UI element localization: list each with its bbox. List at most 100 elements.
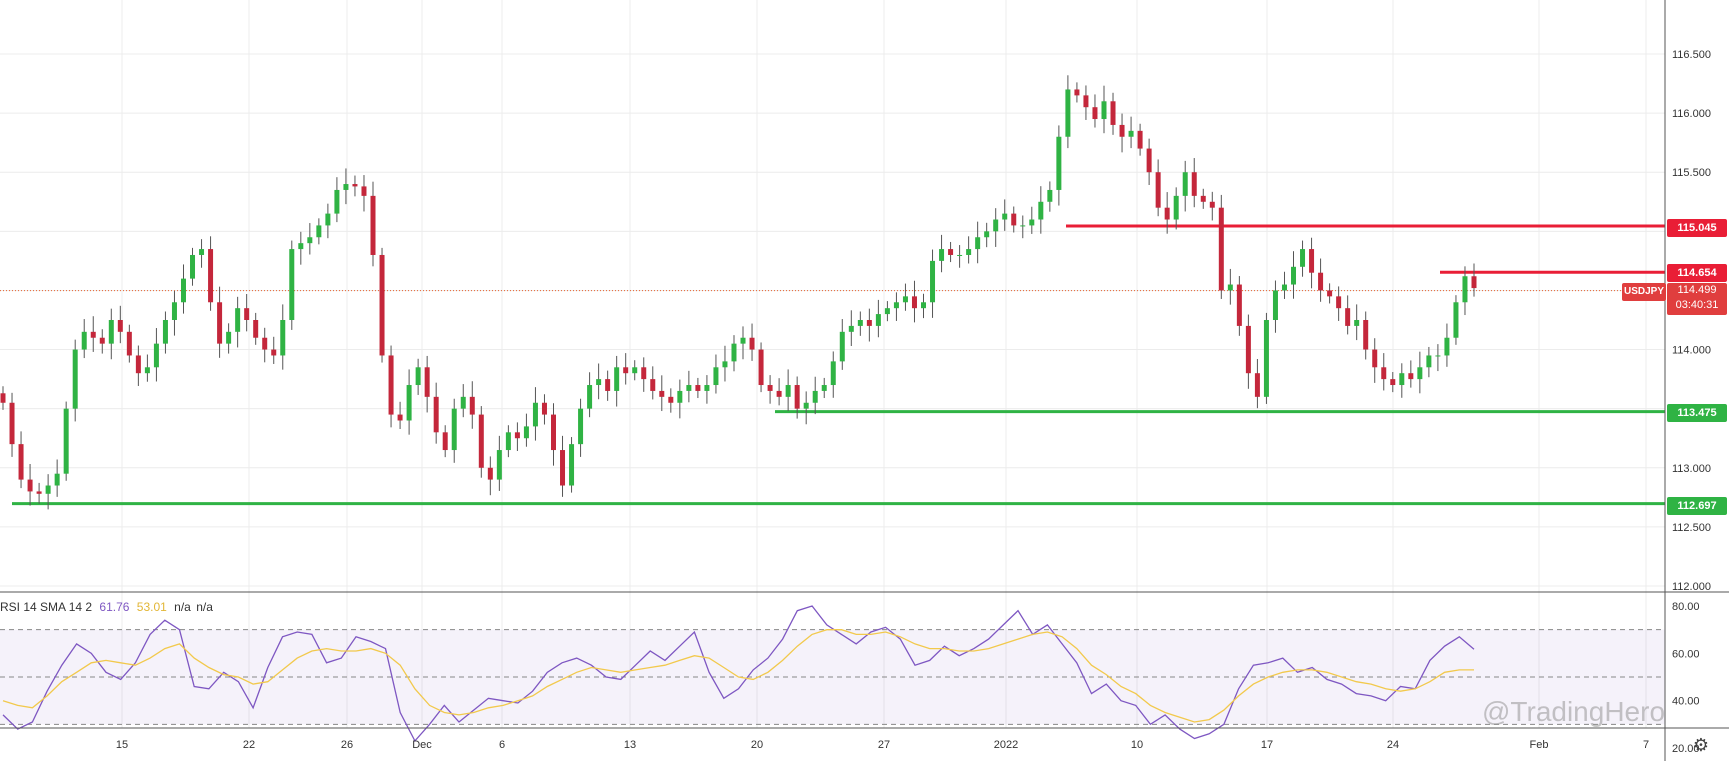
candle-body	[569, 444, 575, 486]
candle-body	[1462, 276, 1468, 303]
candle-body	[190, 254, 196, 279]
candle-body	[523, 426, 529, 439]
candle-body	[1137, 130, 1143, 149]
candle-body	[812, 390, 818, 403]
candle-body	[776, 390, 782, 397]
candle-body	[1110, 101, 1116, 125]
candle-body	[27, 479, 33, 492]
candle-body	[505, 432, 511, 451]
candle-body	[722, 361, 728, 368]
candle-body	[352, 184, 358, 187]
candle-body	[605, 379, 611, 391]
x-tick-label: Dec	[412, 739, 432, 751]
x-tick-label: 24	[1387, 739, 1399, 751]
candle-body	[90, 331, 96, 338]
candle-body	[424, 367, 430, 397]
candle-body	[839, 331, 845, 362]
candle-body	[379, 254, 385, 356]
candle-body	[9, 402, 15, 445]
x-tick-label: 27	[878, 739, 890, 751]
candle-body	[415, 367, 421, 386]
candle-body	[1272, 290, 1278, 320]
candle-body	[875, 314, 881, 326]
candle-body	[1363, 320, 1369, 350]
candle-body	[1164, 207, 1170, 220]
candle-body	[993, 219, 999, 232]
candle-body	[99, 337, 105, 344]
candle-body	[785, 385, 791, 397]
candle-body	[316, 225, 322, 238]
candle-body	[1200, 195, 1206, 202]
y-tick-label: 115.500	[1672, 167, 1711, 179]
candle-body	[108, 320, 114, 344]
candle-body	[1065, 89, 1071, 137]
x-tick-label: 26	[341, 739, 353, 751]
candle-body	[325, 213, 331, 226]
rsi-pane	[0, 605, 1665, 743]
countdown: 03:40:31	[1675, 299, 1719, 311]
candle-body	[1336, 296, 1342, 309]
candle-body	[767, 385, 773, 391]
candle-body	[1209, 201, 1215, 208]
candle-body	[659, 390, 665, 397]
candle-body	[217, 302, 223, 344]
candle-body	[587, 385, 593, 409]
candle-body	[397, 414, 403, 421]
candle-body	[343, 184, 349, 190]
candle-body	[199, 249, 205, 255]
candle-body	[641, 367, 647, 380]
y-tick-label: 112.000	[1672, 581, 1711, 593]
candle-body	[1453, 302, 1459, 338]
level-label-114654: 114.654	[1667, 264, 1727, 282]
candle-body	[560, 450, 566, 486]
gear-icon[interactable]: ⚙	[1692, 735, 1710, 755]
candle-body	[18, 444, 24, 480]
candle-body	[921, 302, 927, 309]
rsi-series-line	[2, 605, 1475, 743]
candle-body	[1011, 213, 1017, 226]
candle-body	[1426, 355, 1432, 368]
candle-body	[0, 393, 6, 403]
candle-body	[478, 414, 484, 468]
candle-body	[749, 337, 755, 350]
y-tick-label: 113.000	[1672, 463, 1711, 475]
candle-body	[153, 343, 159, 368]
candle-body	[596, 379, 602, 386]
candle-body	[794, 385, 800, 409]
candle-body	[514, 432, 520, 439]
rsi-extra-2: n/a	[196, 600, 213, 614]
current-price-label: 114.499 03:40:31	[1667, 283, 1727, 315]
candle-body	[469, 396, 475, 415]
candle-body	[54, 473, 60, 486]
y-tick-label: 112.500	[1672, 522, 1711, 534]
candle-body	[740, 337, 746, 344]
candle-body	[370, 195, 376, 255]
candle-body	[36, 491, 42, 494]
candle-body	[948, 249, 954, 255]
x-tick-label: 2022	[994, 739, 1018, 751]
rsi-y-tick-label: 20.00	[1672, 743, 1700, 755]
x-tick-label: 15	[116, 739, 128, 751]
candle-body	[731, 343, 737, 362]
candle-body	[1245, 325, 1251, 374]
candle-body	[1038, 201, 1044, 220]
y-tick-label: 114.000	[1672, 345, 1711, 357]
candle-body	[957, 254, 963, 256]
horizontal-levels	[0, 224, 1665, 506]
candle-body	[1227, 284, 1233, 291]
candle-body	[1146, 148, 1152, 173]
candle-body	[1254, 373, 1260, 397]
rsi-value: 61.76	[99, 600, 130, 614]
candle-body	[550, 414, 556, 451]
rsi-series-line	[2, 629, 1474, 723]
level-label-112697: 112.697	[1667, 497, 1727, 515]
level-label-115045: 115.045	[1667, 219, 1727, 237]
rsi-y-tick-label: 60.00	[1672, 648, 1700, 660]
candle-body	[1236, 284, 1242, 326]
candle-body	[966, 249, 972, 255]
candle-body	[45, 485, 51, 494]
rsi-y-tick-label: 80.00	[1672, 601, 1700, 613]
candle-body	[451, 408, 457, 451]
watermark: @TradingHero	[1482, 696, 1666, 727]
